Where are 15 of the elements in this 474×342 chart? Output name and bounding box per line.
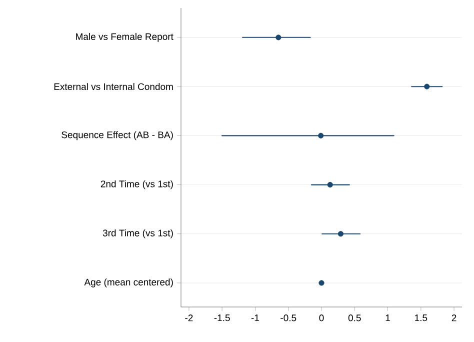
y-tick-label: Age (mean centered) bbox=[84, 278, 173, 288]
x-tick-label: 1.5 bbox=[415, 314, 428, 322]
x-tick-label: -1.5 bbox=[214, 314, 230, 322]
x-tick-label: 0.5 bbox=[348, 314, 361, 322]
x-tick-label: 2 bbox=[452, 314, 456, 322]
x-tick-label: 0 bbox=[319, 314, 324, 322]
y-tick-label: 3rd Time (vs 1st) bbox=[102, 229, 173, 238]
y-tick-label: External vs Internal Condom bbox=[54, 83, 173, 90]
y-tick-label: 2nd Time (vs 1st) bbox=[100, 180, 173, 190]
x-tick-label: -1 bbox=[251, 314, 259, 322]
x-tick-label: -0.5 bbox=[280, 314, 296, 322]
x-tick-label: -2 bbox=[185, 314, 193, 322]
y-tick-label: Sequence Effect (AB - BA) bbox=[62, 131, 173, 140]
y-tick-label: Male vs Female Report bbox=[76, 33, 174, 42]
x-tick-label: 1 bbox=[386, 314, 390, 322]
